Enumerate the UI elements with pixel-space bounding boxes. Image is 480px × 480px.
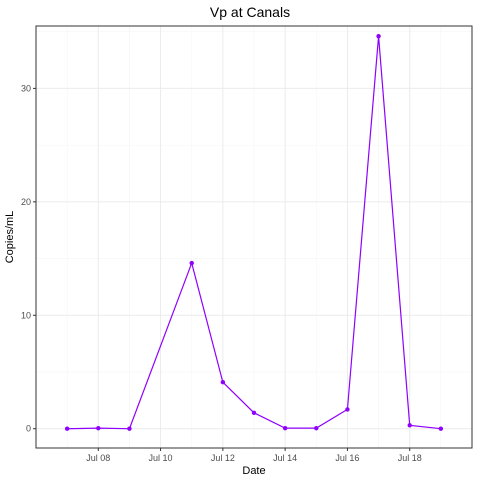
x-tick-label: Jul 08 bbox=[86, 453, 110, 463]
data-point bbox=[376, 34, 381, 39]
y-tick-label: 30 bbox=[21, 83, 31, 93]
data-point bbox=[282, 425, 288, 431]
x-tick-label: Jul 10 bbox=[149, 453, 173, 463]
data-point bbox=[96, 425, 101, 431]
chart-title: Vp at Canals bbox=[210, 4, 290, 20]
panel-border bbox=[35, 25, 473, 449]
axes: Jul 08 Jul 10 Jul 12 Jul 14 Jul 16 Jul 18 0 10 2… bbox=[21, 83, 422, 463]
data-point bbox=[345, 407, 350, 412]
data-point bbox=[189, 260, 194, 266]
y-tick-label: 20 bbox=[21, 197, 31, 207]
x-axis-label: Date bbox=[242, 465, 265, 477]
data-point bbox=[438, 426, 444, 431]
data-point bbox=[407, 423, 412, 428]
y-tick-label: 10 bbox=[21, 310, 31, 320]
x-tick-label: Jul 18 bbox=[398, 453, 422, 463]
series-line bbox=[67, 36, 441, 430]
y-tick-label: 0 bbox=[26, 424, 31, 434]
data-point bbox=[314, 425, 319, 431]
data-point bbox=[127, 426, 132, 431]
series-layer bbox=[64, 34, 444, 431]
y-axis-label: Copies/mL bbox=[4, 211, 16, 264]
x-tick-label: Jul 16 bbox=[335, 453, 359, 463]
data-point bbox=[251, 410, 257, 416]
data-point bbox=[64, 426, 70, 431]
data-point bbox=[220, 380, 226, 385]
x-tick-label: Jul 12 bbox=[211, 453, 235, 463]
grid bbox=[36, 26, 472, 448]
x-tick-label: Jul 14 bbox=[273, 453, 297, 463]
